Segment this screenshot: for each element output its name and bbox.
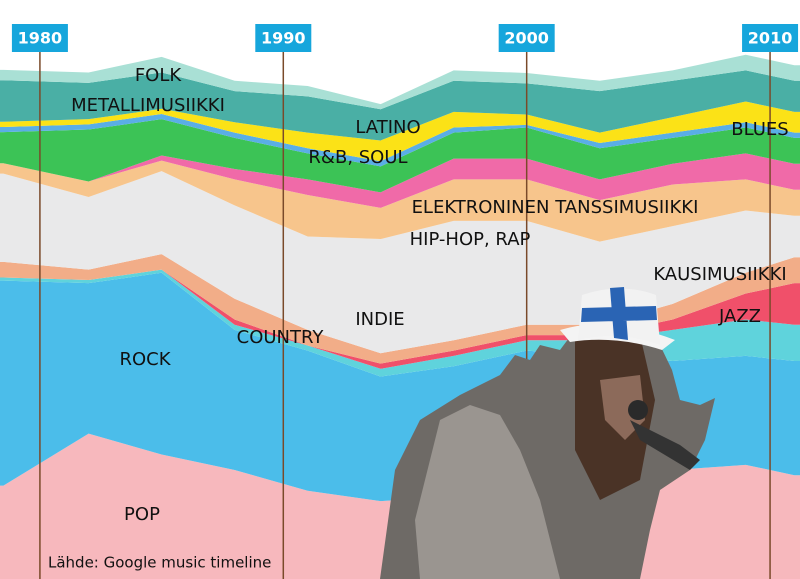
stream-area (0, 70, 800, 141)
year-box (742, 24, 799, 52)
year-label: 2000 (504, 29, 549, 48)
genre-label: COUNTRY (237, 327, 325, 348)
stream-area (0, 254, 800, 364)
genre-label: INDIE (355, 309, 404, 330)
stream-area (0, 153, 800, 208)
genre-label: ROCK (119, 349, 171, 370)
year-box (11, 24, 68, 52)
stream-area (0, 101, 800, 162)
year-label: 1990 (261, 29, 306, 48)
year-box (255, 24, 312, 52)
stream-area (0, 113, 800, 167)
genre-label: KAUSIMUSIIKKI (653, 264, 786, 285)
genre-label: FOLK (135, 65, 183, 86)
source-note: Lähde: Google music timeline (48, 554, 271, 572)
year-label: 2010 (748, 29, 793, 48)
year-box (498, 24, 555, 52)
genre-label: JAZZ (718, 306, 761, 327)
year-label: 1980 (18, 29, 63, 48)
stream-area (0, 54, 800, 110)
genre-label: POP (124, 504, 160, 525)
genre-label: METALLIMUSIIKKI (71, 95, 225, 116)
stream-area (0, 160, 800, 242)
genre-label: LATINO (355, 117, 420, 138)
genre-label: HIP-HOP, RAP (410, 229, 531, 250)
genre-label: R&B, SOUL (308, 147, 407, 168)
singer-photo (380, 287, 715, 579)
genre-label: BLUES (731, 119, 788, 140)
genre-label: ELEKTRONINEN TANSSIMUSIIKKI (412, 197, 699, 218)
genre-labels: POP ROCK JAZZ KAUSIMUSIIKKI COUNTRY INDIE HIP-… (71, 65, 789, 525)
stream-area (0, 119, 800, 193)
